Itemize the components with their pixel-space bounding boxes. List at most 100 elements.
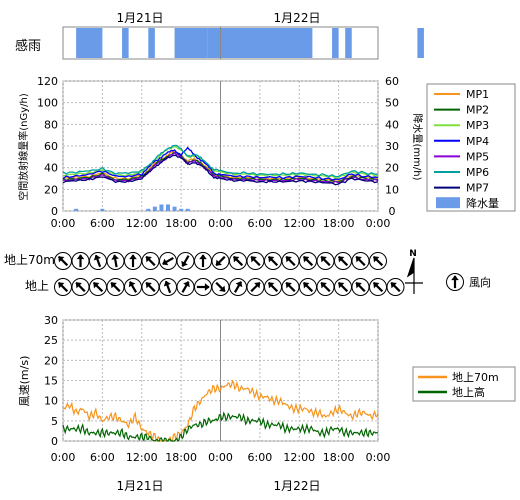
x-tick-label: 18:00 (323, 217, 355, 230)
legend-swatch (436, 197, 460, 209)
rain-bar (74, 208, 79, 211)
x-tick-label: 12:00 (126, 451, 158, 464)
legend-label: 降水量 (466, 196, 499, 210)
y-tick-label: 100 (37, 97, 58, 110)
y2-tick-label: 30 (385, 140, 399, 153)
rain-interval (174, 28, 208, 58)
rain-bar (146, 208, 151, 211)
rain-bar (159, 204, 164, 211)
rain-bar (100, 208, 105, 211)
legend-label: MP2 (466, 104, 489, 117)
wind-direction-icon (71, 278, 90, 296)
wind-direction-icon (316, 278, 335, 296)
y-tick-label: 30 (44, 314, 58, 327)
rain-interval (148, 28, 155, 58)
wind-direction-icon (194, 252, 212, 270)
x-tick-label: 0:00 (366, 451, 391, 464)
dose-rate-chart: 0 20 40 60 80 100 120 0 10 20 30 40 50 60 0:00 6:00 12:0… (37, 75, 399, 230)
rain-bar (152, 206, 157, 211)
x-tick-label: 0:00 (51, 217, 76, 230)
top-date-label: 1月21日 (117, 11, 164, 25)
wind-direction-icon (141, 252, 160, 270)
legend-label: 地上70m (452, 371, 499, 384)
wind-direction-icon (194, 278, 212, 296)
wind-direction-icon (106, 278, 125, 296)
x-tick-label: 0:00 (208, 451, 233, 464)
series-line-MP7 (62, 154, 379, 186)
y2-tick-label: 40 (385, 118, 399, 131)
rain-interval (76, 28, 103, 58)
wind-speed-ylabel: 風速(m/s) (18, 356, 31, 407)
legend-label: MP1 (466, 88, 489, 101)
rain-sensor-strip (62, 26, 424, 60)
x-tick-label: 6:00 (248, 217, 273, 230)
wind-direction-icon (316, 252, 335, 270)
wind-direction-icon (211, 278, 230, 296)
rain-bar (166, 204, 170, 211)
series-line-MP6 (62, 144, 378, 178)
wind-direction-icon (334, 252, 352, 270)
wind-direction-icon (246, 252, 265, 270)
wind-direction-legend: 風向 (446, 273, 491, 291)
wind-direction-icon (176, 252, 195, 270)
wind-direction-icon (159, 278, 177, 296)
legend-frame (426, 83, 516, 212)
y2-tick-label: 10 (385, 183, 399, 196)
wind-direction-icon (299, 278, 317, 296)
legend-label: MP4 (466, 135, 489, 148)
y-tick-label: 60 (44, 140, 58, 153)
x-tick-label: 12:00 (283, 217, 315, 230)
y-tick-label: 0 (51, 205, 58, 218)
wind-direction-rows (54, 252, 405, 296)
wind-direction-icon (176, 278, 195, 296)
y2-tick-label: 60 (385, 75, 399, 88)
rain-interval (417, 28, 424, 58)
series-line-地上高 (62, 411, 379, 442)
wind-direction-icon (369, 252, 387, 270)
x-tick-label: 0:00 (366, 217, 391, 230)
x-tick-label: 18:00 (165, 217, 197, 230)
wind-direction-icon (229, 278, 247, 296)
series-line-地上70m (62, 379, 379, 443)
svg-text:N: N (409, 249, 417, 259)
legend-label: MP7 (466, 182, 489, 195)
rain-bar (185, 208, 190, 211)
y2-tick-label: 20 (385, 162, 399, 175)
y-tick-label: 0 (51, 435, 58, 448)
series-line-MP3 (62, 146, 379, 180)
y2-tick-label: 50 (385, 97, 399, 110)
wind-direction-icon (141, 278, 160, 296)
svg-text:風向: 風向 (469, 275, 491, 289)
wind-lower-label: 地上 (25, 279, 49, 293)
y-tick-label: 5 (51, 415, 58, 428)
wind-direction-icon (281, 278, 300, 296)
legend-label: MP3 (466, 119, 489, 132)
series-line-MP5 (62, 151, 379, 184)
x-tick-label: 18:00 (165, 451, 197, 464)
series-line-MP4 (62, 146, 379, 181)
y-tick-label: 10 (44, 395, 58, 408)
wind-direction-icon (334, 278, 352, 296)
wind-direction-icon (71, 252, 90, 270)
wind-direction-icon (229, 252, 247, 270)
wind-direction-icon (351, 252, 370, 270)
wind-direction-icon (159, 252, 177, 270)
legend-label: MP6 (466, 166, 489, 179)
y-tick-label: 40 (44, 162, 58, 175)
dose-rate-ylabel: 空間放射線量率(nGy/h) (17, 93, 30, 201)
x-tick-label: 0:00 (51, 451, 76, 464)
x-tick-label: 0:00 (208, 217, 233, 230)
wind-direction-icon (386, 278, 405, 296)
wind-direction-icon (54, 252, 72, 270)
wind-direction-icon (106, 252, 125, 270)
x-tick-label: 18:00 (323, 451, 355, 464)
x-tick-label: 6:00 (90, 217, 115, 230)
wind-direction-icon (281, 252, 300, 270)
wind-direction-icon (264, 278, 282, 296)
x-tick-label: 12:00 (126, 217, 158, 230)
rain-bar (179, 208, 184, 211)
wind-direction-icon (89, 252, 107, 270)
